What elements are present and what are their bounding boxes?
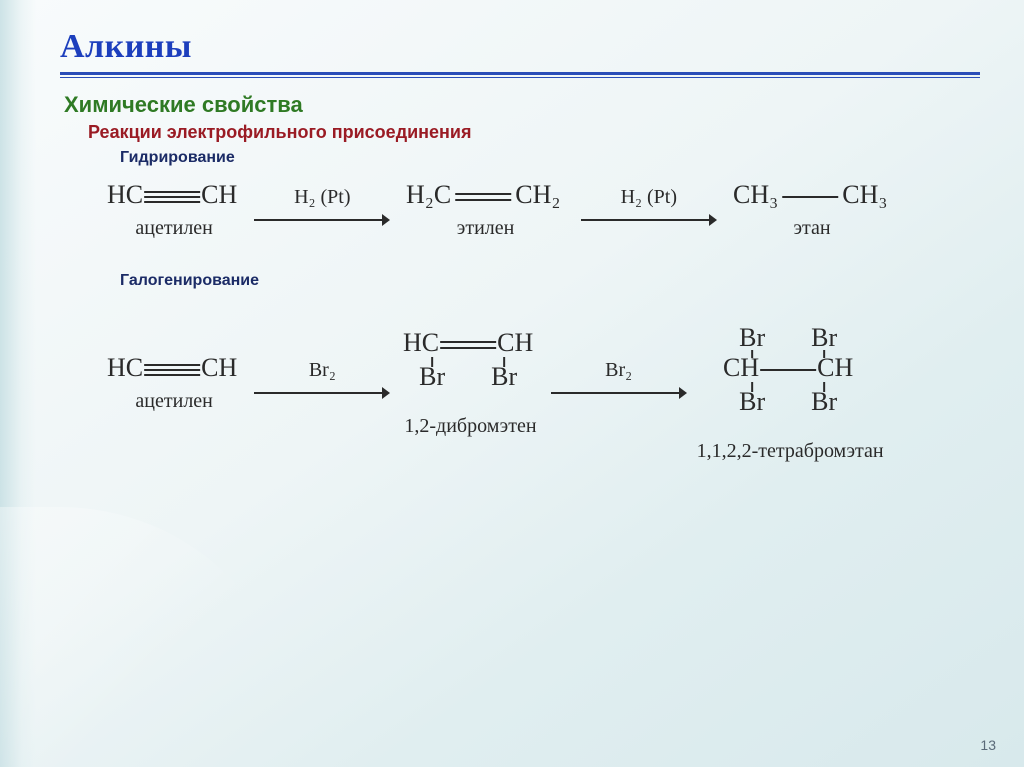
molecule-structure: H₂C CH₂	[400, 177, 570, 217]
title-rule-top	[60, 72, 980, 75]
molecule-label: 1,2-дибромэтен	[404, 415, 536, 438]
reaction-halogenation: HCCHацетиленBr₂HCCHBrBr1,2-дибромэтенBr₂…	[104, 300, 980, 463]
svg-text:Br: Br	[491, 362, 517, 391]
molecule-label: 1,1,2,2-тетрабромэтан	[697, 440, 884, 463]
molecule: H₂C CH₂этилен	[400, 177, 570, 240]
molecule-label: ацетилен	[135, 217, 212, 240]
molecule-label: этилен	[457, 217, 515, 240]
svg-text:HC: HC	[107, 180, 143, 209]
subheader-halogenation: Галогенирование	[120, 272, 980, 290]
svg-text:CH: CH	[723, 353, 759, 382]
svg-text:CH: CH	[201, 353, 237, 382]
reaction-condition: Br₂	[605, 359, 632, 382]
svg-text:Br: Br	[419, 362, 445, 391]
subheader-hydrogenation: Гидрирование	[120, 149, 980, 167]
svg-text:CH₃: CH₃	[733, 180, 778, 209]
reaction-condition: Br₂	[309, 359, 336, 382]
reaction-arrow: H₂ (Pt)	[579, 186, 719, 231]
svg-text:HC: HC	[107, 353, 143, 382]
molecule-structure: HC CH Br Br	[400, 325, 540, 415]
slide-title: Алкины	[60, 28, 980, 66]
svg-text:CH₂: CH₂	[516, 180, 561, 209]
molecule-structure: HC CH	[104, 350, 244, 390]
molecule: CH₃ CH₃ этан	[727, 177, 897, 240]
molecule-label: этан	[793, 217, 830, 240]
svg-text:CH: CH	[817, 353, 853, 382]
molecule: HC CH ацетилен	[104, 350, 244, 413]
svg-text:HC: HC	[403, 328, 439, 357]
svg-text:H₂C: H₂C	[406, 180, 451, 209]
svg-text:Br: Br	[811, 323, 837, 352]
molecule-structure: HC CH	[104, 177, 244, 217]
reaction-hydrogenation: HC CH ацетилен H₂ (Pt) H₂C CH₂этилен H₂ (Pt) CH…	[104, 177, 980, 240]
reaction-arrow: H₂ (Pt)	[252, 186, 392, 231]
slide: Алкины Химические свойства Реакции элект…	[0, 0, 1024, 767]
reaction-arrow: Br₂	[252, 359, 392, 404]
molecule-label: ацетилен	[135, 390, 212, 413]
svg-text:Br: Br	[739, 387, 765, 416]
molecule: HC CH ацетилен	[104, 177, 244, 240]
molecule-structure: CH₃ CH₃	[727, 177, 897, 217]
svg-text:CH: CH	[201, 180, 237, 209]
molecule: CHCHBrBrBrBr1,1,2,2-тетрабромэтан	[697, 300, 884, 463]
reaction-condition: H₂ (Pt)	[294, 186, 350, 209]
svg-text:CH: CH	[497, 328, 533, 357]
page-number: 13	[980, 737, 996, 753]
section-label: Реакции электрофильного присоединения	[88, 122, 980, 143]
reaction-condition: H₂ (Pt)	[621, 186, 677, 209]
title-rule-bottom	[60, 77, 980, 78]
molecule-structure: CHCHBrBrBrBr	[720, 300, 860, 440]
molecule: HC CH Br Br 1,2-дибромэтен	[400, 325, 540, 438]
reaction-arrow: Br₂	[549, 359, 689, 404]
svg-text:Br: Br	[811, 387, 837, 416]
slide-subtitle: Химические свойства	[64, 92, 980, 118]
svg-text:CH₃: CH₃	[842, 180, 887, 209]
svg-text:Br: Br	[739, 323, 765, 352]
